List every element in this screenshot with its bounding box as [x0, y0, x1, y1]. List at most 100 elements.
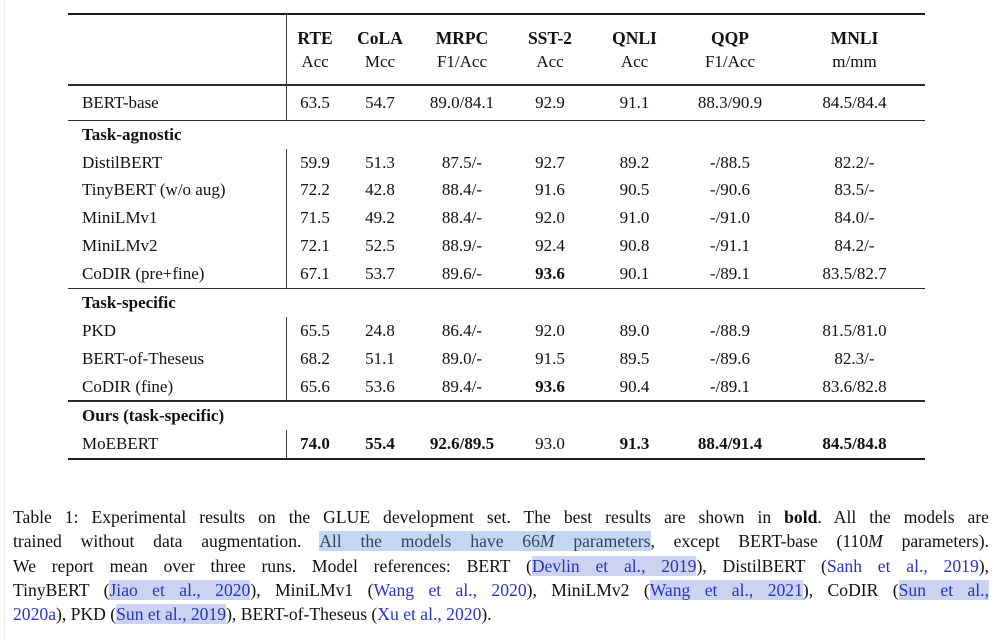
- value-cell: 89.0/-: [441, 348, 483, 368]
- value-cell: 89.6/-: [441, 263, 483, 283]
- caption-text: parameters).: [882, 531, 989, 552]
- value-cell: 65.6: [286, 372, 343, 401]
- citation-link[interactable]: Xu et al., 2020: [377, 604, 482, 625]
- citation-link[interactable]: Jiao et al., 2020: [109, 579, 251, 600]
- column-header: SST-2 Acc: [507, 15, 593, 84]
- caption-text: ),: [978, 555, 990, 576]
- value-cell: 52.5: [365, 236, 395, 256]
- column-header: QNLI Acc: [593, 15, 676, 84]
- table-row: MoEBERT 74.0 55.4 92.6/89.5 93.0 91.3 88.4/91.…: [68, 429, 925, 458]
- column-metric: Acc: [620, 51, 649, 71]
- value-cell: 84.0/-: [834, 208, 875, 228]
- table-row: DistilBERT 59.9 51.3 87.5/- 92.7 89.2 -/88.5 82…: [68, 148, 925, 177]
- model-name: TinyBERT (w/o aug): [82, 180, 226, 200]
- table-rule: [68, 400, 925, 402]
- caption-line: TinyBERT (Jiao et al., 2020), MiniLMv1 (…: [13, 578, 989, 602]
- value-cell: 88.4/-: [441, 180, 483, 200]
- value-cell: 90.1: [619, 263, 650, 283]
- value-cell: 92.7: [535, 152, 565, 172]
- column-header: MRPC F1/Acc: [417, 15, 507, 84]
- value-cell: 90.5: [619, 180, 650, 200]
- value-cell: 92.9: [535, 92, 565, 112]
- model-name: CoDIR (pre+fine): [82, 263, 205, 283]
- model-name: MiniLMv2: [82, 236, 158, 256]
- value-cell: 90.4: [619, 376, 650, 396]
- citation-link[interactable]: Devlin et al., 2019: [531, 555, 697, 576]
- value-cell: 86.4/-: [441, 320, 483, 340]
- value-cell: 89.4/-: [441, 376, 483, 396]
- caption-text: ), PKD (: [56, 604, 117, 625]
- column-name: SST-2: [527, 27, 573, 48]
- caption-text: ), MiniLMv2 (: [526, 579, 650, 600]
- caption-text: TinyBERT (: [13, 579, 110, 600]
- column-name: MRPC: [435, 27, 489, 48]
- value-cell: 89.2: [619, 152, 650, 172]
- caption-line: Table 1: Experimental results on the GLU…: [13, 505, 989, 529]
- model-name: MiniLMv1: [82, 208, 158, 228]
- value-cell: -/89.6: [709, 348, 751, 368]
- header-spacer: [68, 15, 286, 84]
- value-cell: 55.4: [365, 433, 395, 453]
- value-cell: 91.1: [619, 92, 650, 112]
- value-cell: 51.3: [365, 152, 395, 172]
- column-metric: m/mm: [832, 51, 877, 71]
- column-metric: Acc: [301, 51, 329, 71]
- bold-text: bold: [784, 507, 818, 527]
- table-header-row: RTE Acc CoLA Mcc MRPC F1/Acc SST-2 Acc QNLI Acc QQ…: [68, 15, 925, 84]
- citation-link[interactable]: Sun et al.,: [898, 579, 989, 600]
- table-row: CoDIR (pre+fine) 67.1 53.7 89.6/- 93.6 90.1 -/…: [68, 259, 925, 288]
- caption-line: We report mean over three runs. Model re…: [13, 554, 989, 578]
- caption-text: ).: [481, 604, 492, 625]
- citation-link[interactable]: Sun et al., 2019: [116, 604, 227, 625]
- highlighted-text: parameters: [554, 531, 651, 552]
- column-name: MNLI: [830, 27, 879, 48]
- value-cell: 89.0/84.1: [429, 92, 495, 112]
- value-cell: 89.0: [619, 320, 650, 340]
- value-cell: 89.5: [619, 348, 650, 368]
- value-cell: 68.2: [286, 344, 343, 373]
- table-caption: Table 1: Experimental results on the GLU…: [13, 505, 989, 626]
- caption-text: . All the models are: [817, 507, 989, 527]
- model-name: DistilBERT: [82, 152, 163, 172]
- caption-text: , except BERT-base (110: [650, 531, 869, 552]
- value-cell: 91.6: [535, 180, 565, 200]
- value-cell: -/88.9: [709, 320, 751, 340]
- citation-link[interactable]: Wang et al., 2020: [373, 579, 527, 600]
- value-cell: 65.5: [286, 317, 343, 345]
- citation-link[interactable]: 2020a: [13, 604, 56, 625]
- caption-text: ), BERT-of-Theseus (: [226, 604, 378, 625]
- value-cell: 91.5: [535, 348, 565, 368]
- value-cell: 91.3: [619, 433, 650, 453]
- column-header: QQP F1/Acc: [676, 15, 784, 84]
- section-header-row: Task-agnostic: [68, 121, 925, 149]
- results-table: RTE Acc CoLA Mcc MRPC F1/Acc SST-2 Acc QNLI Acc QQ…: [68, 13, 925, 460]
- value-cell: 93.6: [535, 376, 565, 396]
- value-cell: 83.5/-: [834, 180, 875, 200]
- section-header: Task-specific: [82, 293, 176, 313]
- caption-line: 2020a), PKD (Sun et al., 2019), BERT-of-…: [13, 602, 989, 626]
- column-metric: Mcc: [364, 51, 396, 71]
- highlighted-text: All the models have 66: [319, 531, 540, 552]
- value-cell: 88.4/91.4: [697, 433, 763, 453]
- value-cell: 72.1: [286, 232, 343, 260]
- model-name: BERT-of-Theseus: [82, 348, 205, 368]
- value-cell: -/91.1: [709, 236, 751, 256]
- value-cell: 49.2: [365, 208, 395, 228]
- citation-link[interactable]: Wang et al., 2021: [649, 579, 803, 600]
- value-cell: 92.0: [535, 320, 565, 340]
- value-cell: 63.5: [286, 85, 343, 120]
- column-header: CoLA Mcc: [343, 15, 417, 84]
- value-cell: 82.3/-: [834, 348, 875, 368]
- caption-line: trained without data augmentation. All t…: [13, 529, 989, 553]
- value-cell: 90.8: [619, 236, 650, 256]
- value-cell: 74.0: [286, 429, 343, 458]
- table-rule-heavy: [68, 13, 925, 15]
- value-cell: 53.7: [365, 263, 395, 283]
- caption-text: We report mean over three runs. Model re…: [13, 555, 532, 576]
- column-header: MNLI m/mm: [784, 15, 925, 84]
- value-cell: 83.6/82.8: [822, 376, 887, 396]
- value-cell: 92.4: [535, 236, 565, 256]
- citation-link[interactable]: Sanh et al., 2019: [826, 555, 979, 576]
- column-header: RTE Acc: [286, 15, 343, 84]
- caption-text: ), MiniLMv1 (: [250, 579, 374, 600]
